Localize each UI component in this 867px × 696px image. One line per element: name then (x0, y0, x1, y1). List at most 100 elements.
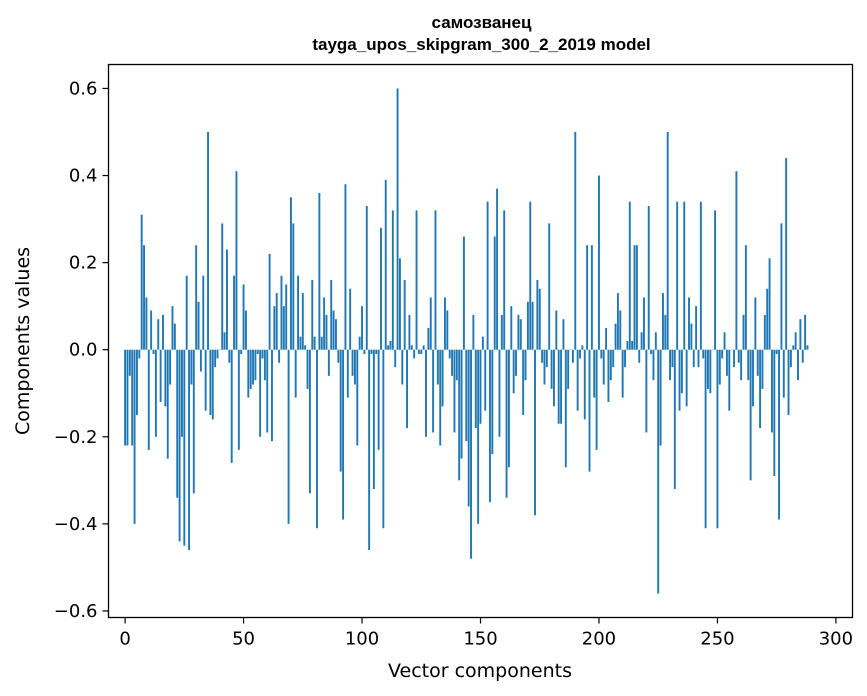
y-tick-label: 0.6 (69, 78, 98, 99)
bar (368, 349, 371, 551)
bar (178, 349, 181, 542)
bar (185, 275, 188, 350)
y-tick-label: 0.0 (69, 340, 98, 361)
bar (505, 349, 508, 498)
bar (280, 275, 283, 350)
bar (645, 349, 648, 433)
bar (188, 349, 191, 551)
bar (221, 223, 224, 350)
bar (308, 349, 311, 494)
bar (759, 349, 762, 429)
bar (332, 310, 335, 350)
bar (439, 349, 442, 446)
bar (756, 349, 759, 376)
bar (671, 349, 674, 368)
bar (242, 284, 245, 350)
bar (325, 314, 328, 350)
bar (588, 349, 591, 472)
bar (633, 245, 636, 350)
bar (616, 293, 619, 350)
bar (773, 349, 776, 476)
bar (467, 349, 470, 507)
bar (216, 349, 219, 359)
bar (654, 332, 657, 350)
bar (311, 280, 314, 350)
bar (804, 314, 807, 350)
bar (737, 349, 740, 363)
bar (643, 297, 645, 350)
bar (744, 245, 747, 350)
bar (545, 349, 548, 368)
bar (787, 349, 790, 416)
bar (770, 349, 773, 433)
bar (638, 349, 641, 363)
bar (159, 349, 162, 402)
bar (640, 332, 643, 350)
bar (327, 349, 330, 376)
bar (351, 349, 354, 376)
bar (583, 349, 586, 420)
bar (268, 253, 271, 350)
bar (140, 214, 143, 350)
bar (372, 349, 375, 490)
bar (560, 349, 563, 424)
bar (204, 349, 207, 411)
bar (358, 336, 361, 350)
bar (323, 297, 326, 350)
bar (318, 192, 321, 350)
bar (154, 349, 157, 437)
bar (605, 327, 608, 350)
bar (446, 310, 449, 350)
bar (602, 349, 605, 385)
bar (387, 345, 390, 350)
bar (498, 349, 501, 437)
bar (669, 349, 672, 381)
bar (564, 349, 567, 468)
bar (361, 306, 363, 350)
bar (138, 349, 141, 359)
bar (164, 349, 167, 407)
bar (782, 349, 785, 398)
bar (491, 349, 494, 455)
bar (273, 306, 276, 350)
bar (398, 258, 401, 350)
bar (285, 284, 288, 350)
bar (349, 288, 352, 350)
bar (794, 332, 797, 350)
bar (690, 323, 693, 350)
bar (254, 349, 257, 381)
bar (306, 349, 309, 389)
bar (384, 179, 387, 350)
bar (316, 349, 318, 529)
bar (271, 349, 273, 442)
bar (778, 349, 780, 520)
bar (555, 310, 558, 350)
bar (763, 314, 766, 350)
bar (562, 319, 565, 350)
bar (195, 245, 198, 350)
bar (458, 349, 461, 481)
bar (519, 319, 522, 350)
bar (628, 201, 631, 350)
bar (297, 275, 300, 350)
bar (335, 319, 337, 350)
bar (567, 349, 570, 389)
bar (522, 349, 525, 416)
bar (789, 349, 792, 368)
y-axis-label: Components values (12, 247, 34, 435)
bar (659, 349, 662, 446)
bar (228, 349, 231, 363)
bar (792, 345, 795, 350)
bar (320, 336, 323, 350)
bar (550, 349, 553, 389)
bar (444, 297, 446, 350)
bar (237, 349, 240, 450)
bar (410, 345, 413, 350)
bar (249, 349, 252, 389)
bar (496, 188, 499, 350)
bar (593, 349, 596, 398)
bar (484, 349, 487, 411)
chart-subtitle: tayga_upos_skipgram_300_2_2019 model (312, 35, 651, 54)
bar (531, 301, 534, 350)
bar (143, 245, 145, 350)
